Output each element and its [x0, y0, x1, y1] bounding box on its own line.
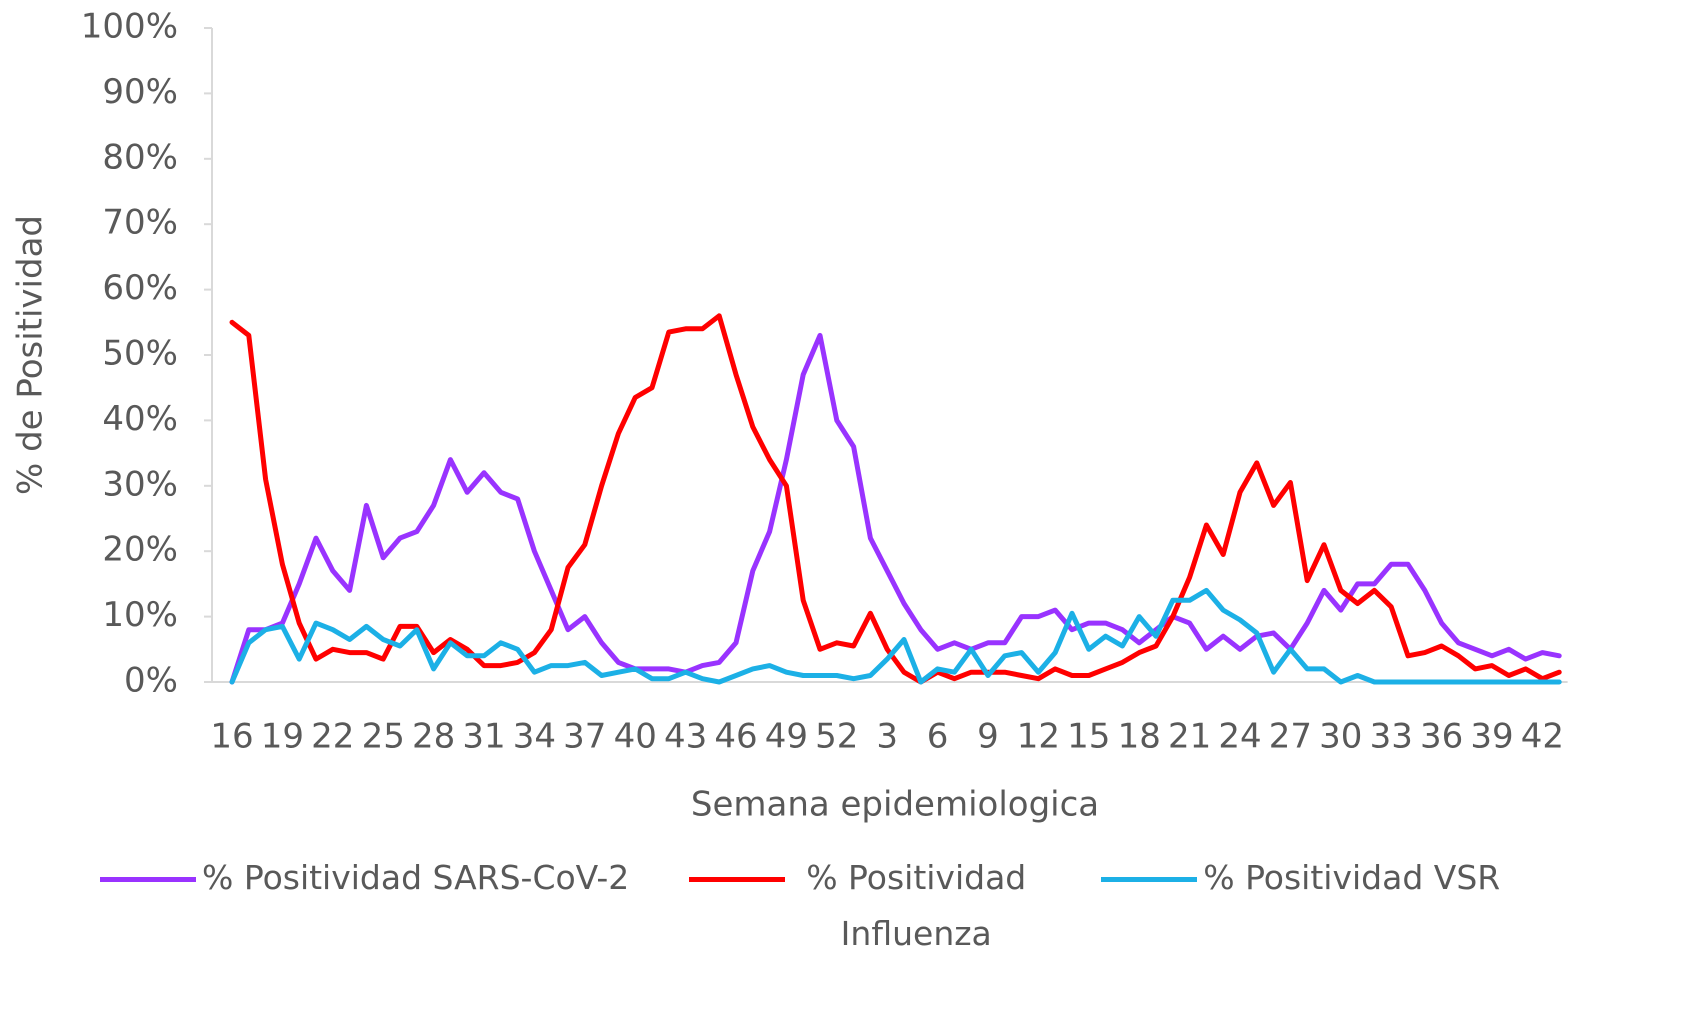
x-tick-label: 46 — [714, 717, 757, 757]
legend-label: % Positividad VSR — [1203, 858, 1501, 897]
legend-swatch — [100, 877, 196, 882]
x-tick-label: 34 — [513, 717, 556, 757]
x-axis-title: Semana epidemiologica — [691, 785, 1099, 825]
x-tick-label: 43 — [664, 717, 707, 757]
y-tick-label: 10% — [102, 595, 178, 635]
y-tick-label: 30% — [102, 464, 178, 504]
x-tick-label: 52 — [815, 717, 858, 757]
y-tick-label: 80% — [102, 137, 178, 177]
y-tick-label: 100% — [81, 7, 178, 47]
x-tick-label: 15 — [1067, 717, 1110, 757]
x-tick-label: 28 — [412, 717, 455, 757]
y-tick-label: 90% — [102, 72, 178, 112]
y-tick-label: 0% — [124, 661, 178, 701]
x-tick-label: 3 — [876, 717, 898, 757]
x-tick-label: 27 — [1269, 717, 1312, 757]
x-tick-label: 24 — [1218, 717, 1261, 757]
x-tick-label: 30 — [1319, 717, 1362, 757]
x-tick-label: 25 — [362, 717, 405, 757]
x-tick-label: 21 — [1168, 717, 1211, 757]
x-tick-label: 37 — [563, 717, 606, 757]
x-tick-label: 9 — [977, 717, 999, 757]
x-tick-label: 16 — [210, 717, 253, 757]
y-tick-label: 70% — [102, 203, 178, 243]
legend-swatch — [689, 877, 786, 882]
x-tick-label: 31 — [462, 717, 505, 757]
x-tick-label: 40 — [614, 717, 657, 757]
x-tick-label: 12 — [1017, 717, 1060, 757]
x-tick-label: 33 — [1370, 717, 1413, 757]
x-tick-label: 19 — [261, 717, 304, 757]
legend-item: % Positividad Influenza — [689, 850, 1041, 962]
x-tick-label: 36 — [1420, 717, 1463, 757]
y-tick-label: 50% — [102, 334, 178, 374]
y-tick-label: 40% — [102, 399, 178, 439]
y-tick-label: 20% — [102, 530, 178, 570]
x-tick-label: 42 — [1521, 717, 1564, 757]
legend-item: % Positividad VSR — [1101, 850, 1500, 906]
y-axis-title: % de Positividad — [11, 215, 51, 495]
legend-label: % Positividad SARS-CoV-2 — [202, 858, 630, 897]
legend: % Positividad SARS-CoV-2 % Positividad In… — [100, 850, 1600, 962]
legend-item: % Positividad SARS-CoV-2 — [100, 850, 629, 906]
legend-label: % Positividad Influenza — [806, 858, 1027, 953]
y-tick-label: 60% — [102, 268, 178, 308]
x-tick-label: 39 — [1470, 717, 1513, 757]
legend-swatch — [1101, 877, 1198, 882]
series-line — [229, 313, 1562, 685]
x-tick-label: 18 — [1118, 717, 1161, 757]
x-tick-label: 22 — [311, 717, 354, 757]
series-line — [229, 587, 1562, 685]
series-line — [229, 332, 1562, 685]
x-tick-label: 6 — [927, 717, 949, 757]
x-tick-label: 49 — [765, 717, 808, 757]
